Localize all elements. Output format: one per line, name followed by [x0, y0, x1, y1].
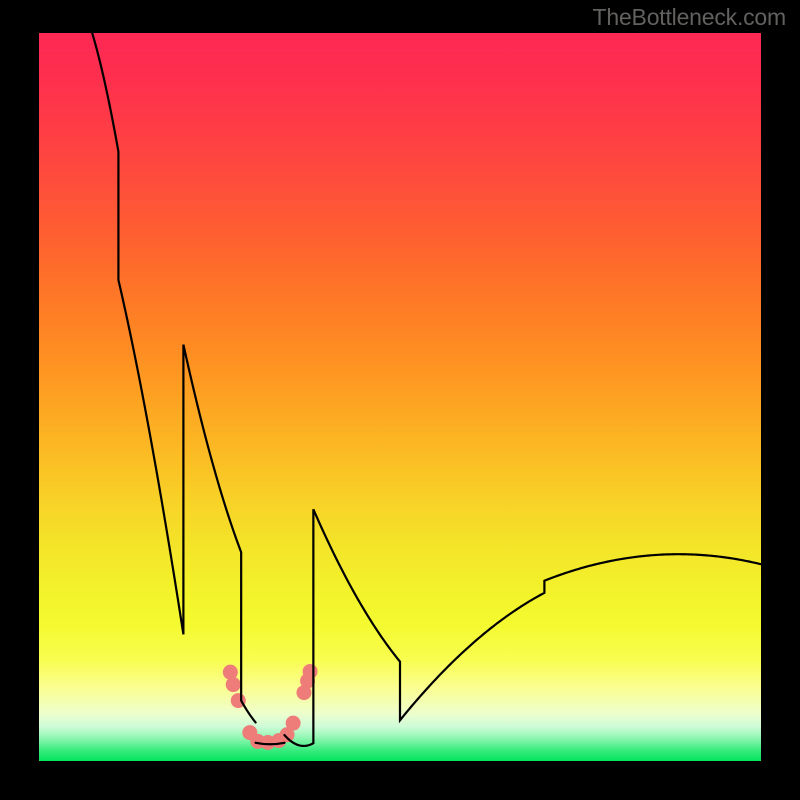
- attribution-text: TheBottleneck.com: [593, 4, 786, 31]
- chart-svg: [39, 33, 761, 761]
- valley-dot: [303, 664, 318, 679]
- valley-dot: [226, 677, 241, 692]
- chart-background: [39, 33, 761, 761]
- chart-plot-area: [39, 33, 761, 761]
- valley-dot: [223, 665, 238, 680]
- outer-frame: [0, 0, 800, 800]
- valley-dot: [286, 716, 301, 731]
